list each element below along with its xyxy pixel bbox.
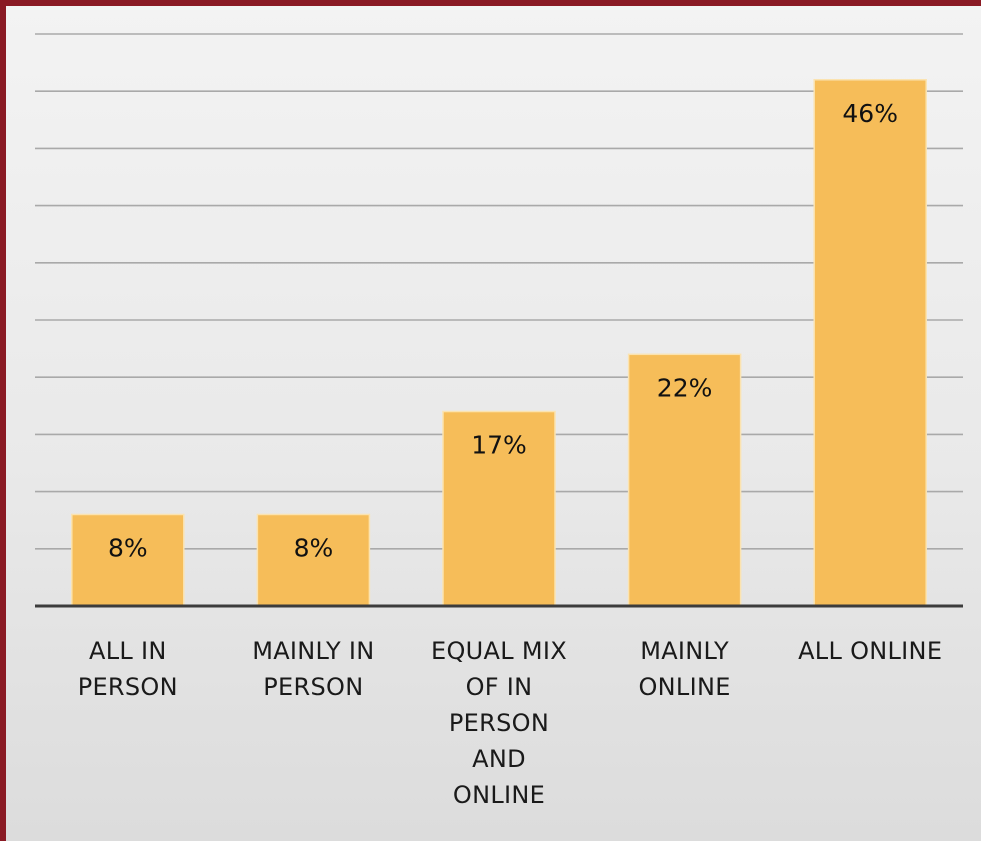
data-label: 8% (108, 533, 148, 562)
category-label-line: ONLINE (638, 673, 731, 701)
category-label-line: MAINLY IN (252, 637, 375, 665)
data-label: 22% (657, 373, 713, 402)
data-label: 46% (842, 99, 898, 128)
category-label-line: AND (472, 745, 526, 773)
bar (627, 353, 742, 607)
category-label: ALL ONLINE (790, 633, 950, 669)
category-label: EQUAL MIX OF IN PERSON AND ONLINE (419, 633, 579, 813)
category-label-line: ALL IN (88, 637, 167, 665)
category-label-line: ALL ONLINE (798, 637, 943, 665)
bar-chart: 8% 8% 17% 22% 46% (35, 33, 963, 608)
category-label-line: OF IN (465, 673, 533, 701)
category-label: ALL IN PERSON (48, 633, 208, 705)
category-label-line: PERSON (263, 673, 364, 701)
category-label-line: PERSON (448, 709, 550, 737)
category-label-line: MAINLY (640, 637, 729, 665)
bar (813, 79, 927, 607)
data-label: 17% (471, 431, 527, 460)
data-label: 8% (294, 533, 334, 562)
category-label: MAINLY IN PERSON (233, 633, 393, 705)
category-label: MAINLY ONLINE (605, 633, 765, 705)
chart-panel: 8% 8% 17% 22% 46% ALL IN PERSON MAINLY IN PERSO… (6, 6, 981, 841)
category-label-line: ONLINE (452, 781, 546, 809)
category-label-line: EQUAL MIX (431, 637, 567, 665)
category-label-line: PERSON (77, 673, 178, 701)
bar (71, 513, 185, 607)
